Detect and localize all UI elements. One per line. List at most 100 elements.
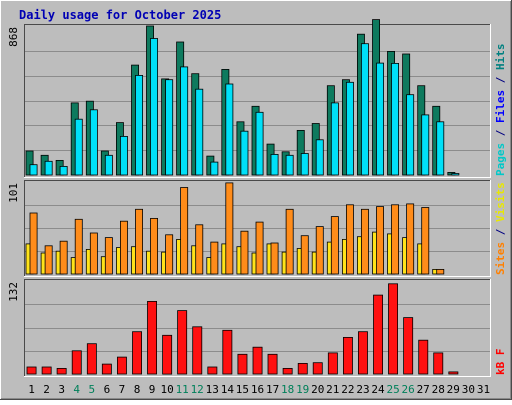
legend-entry: / bbox=[494, 70, 507, 90]
x-tick-label: 2 bbox=[43, 383, 50, 396]
bar bbox=[29, 164, 38, 176]
legend-entry: / bbox=[494, 222, 507, 242]
bar bbox=[210, 161, 219, 176]
bar bbox=[418, 339, 429, 375]
bar bbox=[132, 331, 143, 375]
bar bbox=[207, 366, 218, 375]
x-tick-label: 19 bbox=[296, 383, 309, 396]
bar bbox=[357, 331, 368, 375]
bar bbox=[150, 38, 158, 176]
bar bbox=[421, 114, 430, 176]
bar bbox=[56, 367, 67, 375]
bar bbox=[86, 343, 97, 375]
bar bbox=[135, 208, 143, 275]
bar bbox=[240, 230, 249, 275]
legend-entry: Files bbox=[494, 90, 507, 123]
x-tick-label: 12 bbox=[191, 383, 204, 396]
bar bbox=[391, 204, 399, 275]
bar bbox=[147, 300, 158, 375]
x-tick-label: 15 bbox=[236, 383, 249, 396]
bar bbox=[120, 220, 128, 275]
x-tick-label: 5 bbox=[88, 383, 95, 396]
bar bbox=[403, 317, 414, 375]
bar bbox=[345, 204, 354, 275]
bar bbox=[222, 329, 233, 375]
bar bbox=[267, 353, 278, 375]
bar bbox=[300, 153, 309, 176]
legend-entry: Pages bbox=[494, 143, 507, 176]
bar bbox=[451, 173, 460, 176]
bar bbox=[192, 326, 203, 375]
bar bbox=[255, 111, 264, 176]
x-tick-label: 18 bbox=[281, 383, 294, 396]
panel-kbytes: 132 kB F bbox=[7, 279, 507, 377]
bar bbox=[177, 310, 188, 375]
x-tick-label: 7 bbox=[119, 383, 126, 396]
bar bbox=[89, 232, 98, 275]
bar bbox=[104, 237, 113, 275]
bar bbox=[270, 242, 279, 275]
y-axis-max-label: 101 bbox=[7, 183, 20, 203]
bar bbox=[448, 371, 459, 375]
x-tick-label: 23 bbox=[356, 383, 369, 396]
bar bbox=[312, 362, 323, 375]
legend-entry: Visits bbox=[494, 182, 507, 222]
panel-hits-files-pages: 868 Pages / Files / Hits bbox=[7, 19, 507, 178]
x-tick-label: 11 bbox=[176, 383, 189, 396]
bar bbox=[376, 206, 384, 275]
bar bbox=[240, 130, 249, 176]
x-tick-label: 17 bbox=[266, 383, 279, 396]
bar bbox=[150, 217, 158, 275]
bar bbox=[282, 367, 293, 375]
bar bbox=[180, 66, 189, 176]
bar bbox=[406, 203, 415, 275]
bar bbox=[436, 268, 445, 275]
bar bbox=[255, 221, 264, 275]
bar bbox=[59, 165, 68, 176]
bar bbox=[101, 363, 112, 375]
bar bbox=[29, 212, 38, 275]
bar bbox=[225, 83, 234, 176]
bar bbox=[330, 216, 339, 275]
x-tick-label: 8 bbox=[134, 383, 141, 396]
x-tick-label: 31 bbox=[477, 383, 490, 396]
bar bbox=[237, 353, 248, 375]
bar bbox=[285, 208, 294, 275]
bar bbox=[270, 153, 279, 176]
legend: kB F bbox=[494, 349, 507, 376]
bar bbox=[285, 154, 294, 176]
x-tick-label: 28 bbox=[432, 383, 445, 396]
legend-entry: Sites bbox=[494, 242, 507, 275]
bar bbox=[165, 79, 174, 176]
bar bbox=[26, 366, 37, 375]
legend: Pages / Files / Hits bbox=[494, 44, 507, 177]
bar bbox=[25, 150, 34, 176]
x-tick-label: 1 bbox=[28, 383, 35, 396]
bar bbox=[74, 118, 83, 176]
bar bbox=[421, 207, 430, 275]
x-tick-label: 25 bbox=[386, 383, 399, 396]
legend-entry: kB F bbox=[494, 349, 507, 376]
bar bbox=[296, 129, 305, 176]
bar bbox=[315, 139, 324, 176]
bar bbox=[117, 356, 127, 375]
bar bbox=[225, 182, 234, 275]
x-tick-label: 3 bbox=[58, 383, 65, 396]
panels-layer: 868 Pages / Files / Hits 101 Sites / Visits… bbox=[7, 19, 507, 377]
bar bbox=[41, 366, 52, 375]
x-tick-label: 24 bbox=[371, 383, 385, 396]
chart-title: Daily usage for October 2025 bbox=[19, 8, 221, 22]
legend: Sites / Visits bbox=[494, 182, 507, 275]
bar bbox=[104, 154, 113, 176]
series-kb-f bbox=[26, 283, 459, 375]
bar bbox=[135, 75, 143, 176]
x-tick-label: 22 bbox=[341, 383, 354, 396]
panel-visits-sites: 101 Sites / Visits bbox=[7, 180, 507, 277]
x-tick-label: 10 bbox=[160, 383, 173, 396]
x-tick-label: 20 bbox=[311, 383, 324, 396]
x-tick-label: 27 bbox=[417, 383, 430, 396]
bar bbox=[433, 352, 444, 375]
x-tick-label: 21 bbox=[326, 383, 339, 396]
bar bbox=[44, 160, 53, 176]
